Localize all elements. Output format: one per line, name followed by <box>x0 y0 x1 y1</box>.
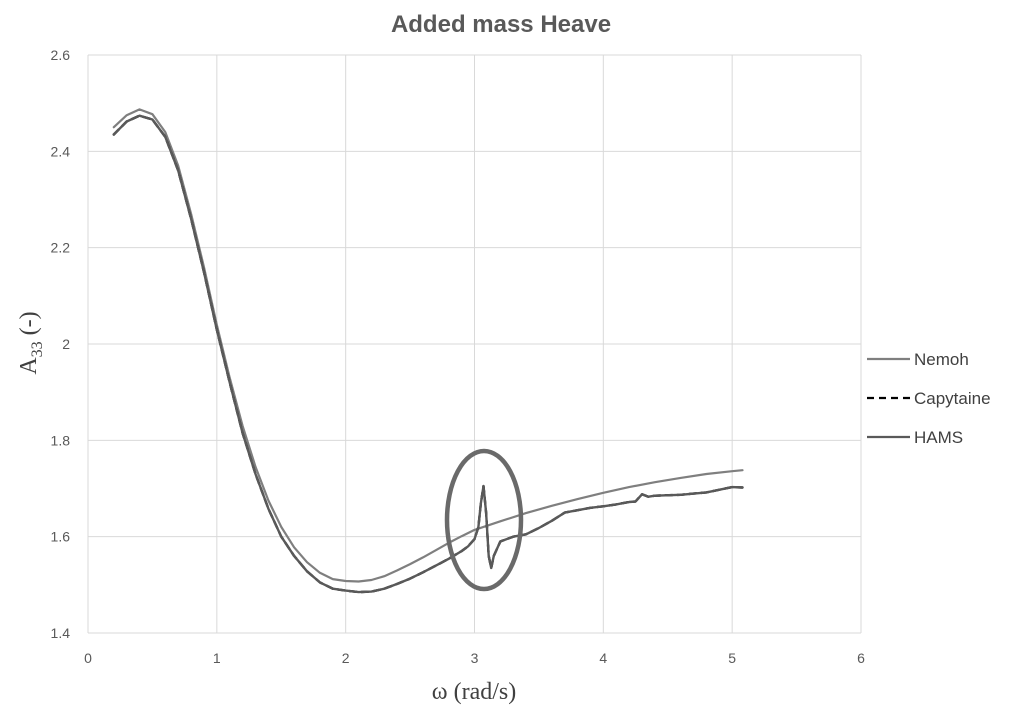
x-tick-labels: 0 1 2 3 4 5 6 <box>84 650 865 666</box>
x-tick-label: 0 <box>84 650 92 666</box>
y-tick-label: 2.4 <box>51 143 71 159</box>
legend-label-nemoh: Nemoh <box>914 350 969 369</box>
y-tick-label: 2.2 <box>51 240 71 256</box>
y-tick-label: 1.6 <box>51 529 71 545</box>
resonance-annotation-ellipse <box>444 448 524 592</box>
series-line-hams <box>112 114 744 594</box>
x-tick-label: 6 <box>857 650 865 666</box>
series-line-capytaine <box>112 114 744 594</box>
y-axis-label-main: A <box>16 357 42 375</box>
grid <box>87 54 862 634</box>
x-tick-label: 5 <box>728 650 736 666</box>
series-line-nemoh <box>112 108 744 583</box>
y-tick-label: 1.8 <box>51 432 71 448</box>
legend: Nemoh Capytaine HAMS <box>867 350 991 447</box>
y-tick-label: 2.6 <box>51 47 71 63</box>
y-axis-label: A33 (-) <box>16 311 46 374</box>
y-tick-label: 1.4 <box>51 625 71 641</box>
y-axis-label-sub: 33 <box>29 341 46 357</box>
legend-label-hams: HAMS <box>914 428 963 447</box>
y-tick-label: 2 <box>62 336 70 352</box>
y-axis-label-suffix: (-) <box>16 311 42 341</box>
chart-title: Added mass Heave <box>391 11 611 38</box>
series-layer <box>112 108 744 594</box>
x-tick-label: 3 <box>471 650 479 666</box>
x-axis-label: ω (rad/s) <box>432 679 516 705</box>
x-tick-label: 4 <box>599 650 607 666</box>
y-tick-labels: 1.4 1.6 1.8 2 2.2 2.4 2.6 <box>51 47 71 641</box>
legend-label-capytaine: Capytaine <box>914 389 991 408</box>
x-tick-label: 1 <box>213 650 221 666</box>
x-tick-label: 2 <box>342 650 350 666</box>
